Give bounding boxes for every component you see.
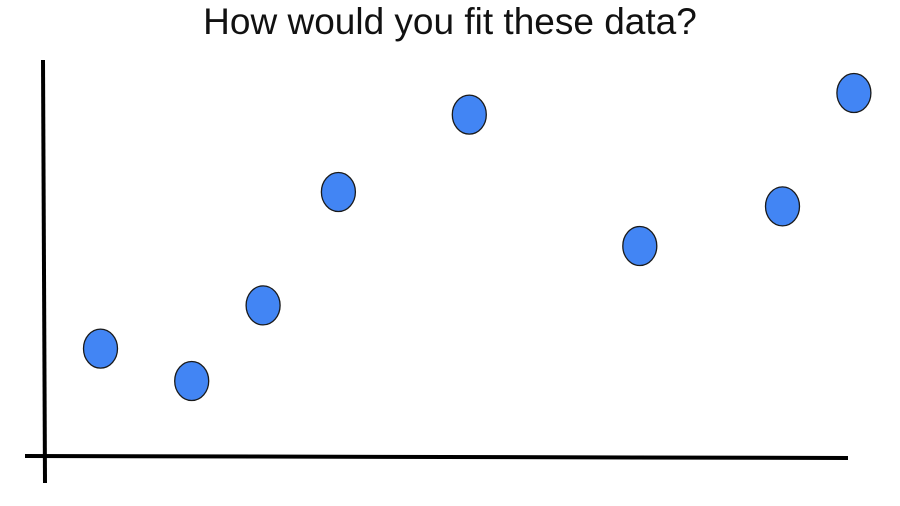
data-points (82, 72, 872, 402)
data-point-3 (245, 285, 281, 326)
data-point-1 (82, 328, 119, 369)
y-axis (41, 59, 47, 484)
data-point-8 (836, 72, 872, 114)
data-point-5 (451, 94, 487, 135)
data-point-2 (174, 360, 210, 402)
page-title: How would you fit these data? (203, 1, 697, 42)
data-point-7 (764, 186, 801, 227)
data-point-6 (622, 225, 658, 267)
x-axis (24, 454, 849, 460)
data-point-4 (320, 171, 357, 213)
